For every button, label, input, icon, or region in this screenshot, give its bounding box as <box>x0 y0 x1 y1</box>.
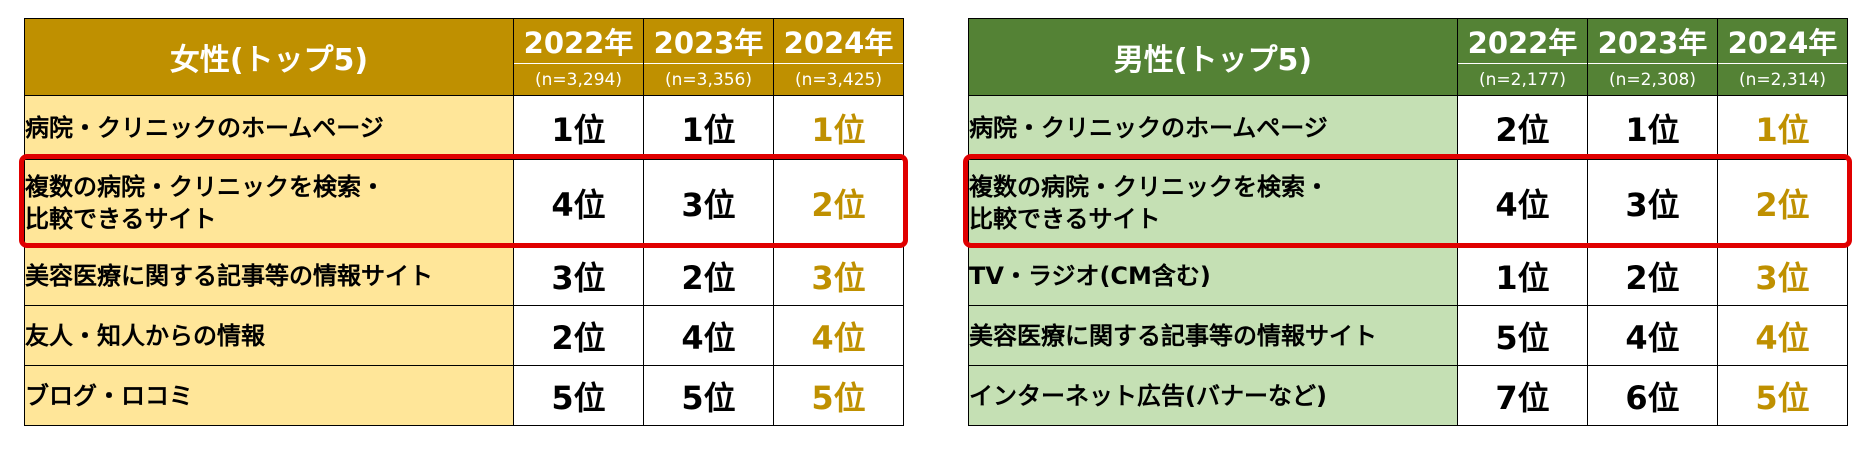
sample-size: (n=3,294) <box>535 69 622 90</box>
rank-cell: 3位 <box>773 245 904 306</box>
rank-cell: 2位 <box>643 245 774 306</box>
year-label: 2023年 <box>1588 19 1717 64</box>
year-label: 2024年 <box>1718 19 1847 64</box>
year-header: 2022年 (n=3,294) <box>513 18 644 96</box>
row-label: 病院・クリニックのホームページ <box>968 95 1458 160</box>
year-label: 2023年 <box>644 19 773 64</box>
table-title: 男性(トップ5) <box>968 18 1458 96</box>
table-row: 病院・クリニックのホームページ 2位 1位 1位 <box>968 95 1848 160</box>
header-row: 男性(トップ5) 2022年 (n=2,177) 2023年 (n=2,308) 2024… <box>968 18 1848 96</box>
table-title: 女性(トップ5) <box>24 18 514 96</box>
row-label: 複数の病院・クリニックを検索・ 比較できるサイト <box>968 159 1458 246</box>
ranking-table: 男性(トップ5) 2022年 (n=2,177) 2023年 (n=2,308) 2024… <box>968 18 1848 426</box>
rank-cell: 6位 <box>1587 365 1718 426</box>
rank-cell: 5位 <box>1457 305 1588 366</box>
rank-cell: 5位 <box>643 365 774 426</box>
rank-cell: 4位 <box>643 305 774 366</box>
rank-cell: 2位 <box>773 159 904 246</box>
rank-cell: 5位 <box>513 365 644 426</box>
table-row: インターネット広告(バナーなど) 7位 6位 5位 <box>968 365 1848 426</box>
rank-cell: 7位 <box>1457 365 1588 426</box>
female-top5-panel: 女性(トップ5) 2022年 (n=3,294) 2023年 (n=3,356) 2024… <box>19 18 908 426</box>
sample-size: (n=2,308) <box>1609 69 1696 90</box>
rank-cell: 3位 <box>513 245 644 306</box>
year-header: 2024年 (n=3,425) <box>773 18 904 96</box>
row-label: 美容医療に関する記事等の情報サイト <box>968 305 1458 366</box>
row-label: 友人・知人からの情報 <box>24 305 514 366</box>
rank-cell: 3位 <box>643 159 774 246</box>
rank-cell: 4位 <box>773 305 904 366</box>
row-label: ブログ・ロコミ <box>24 365 514 426</box>
row-label: 病院・クリニックのホームページ <box>24 95 514 160</box>
year-header-content: 2023年 (n=3,356) <box>644 19 773 95</box>
rank-cell: 2位 <box>1717 159 1848 246</box>
year-header: 2024年 (n=2,314) <box>1717 18 1848 96</box>
rank-cell: 2位 <box>1587 245 1718 306</box>
year-header-content: 2022年 (n=3,294) <box>514 19 643 95</box>
sample-size: (n=3,425) <box>795 69 882 90</box>
rank-cell: 4位 <box>1457 159 1588 246</box>
rank-cell: 5位 <box>1717 365 1848 426</box>
year-header-content: 2024年 (n=3,425) <box>774 19 903 95</box>
rank-cell: 1位 <box>513 95 644 160</box>
year-header-content: 2024年 (n=2,314) <box>1718 19 1847 95</box>
year-header-content: 2022年 (n=2,177) <box>1458 19 1587 95</box>
rank-cell: 1位 <box>773 95 904 160</box>
row-label: 複数の病院・クリニックを検索・ 比較できるサイト <box>24 159 514 246</box>
male-top5-panel: 男性(トップ5) 2022年 (n=2,177) 2023年 (n=2,308) 2024… <box>963 18 1852 426</box>
header-row: 女性(トップ5) 2022年 (n=3,294) 2023年 (n=3,356) 2024… <box>24 18 904 96</box>
ranking-table: 女性(トップ5) 2022年 (n=3,294) 2023年 (n=3,356) 2024… <box>24 18 904 426</box>
rank-cell: 5位 <box>773 365 904 426</box>
sample-size: (n=3,356) <box>665 69 752 90</box>
rank-cell: 4位 <box>1717 305 1848 366</box>
table-row: ブログ・ロコミ 5位 5位 5位 <box>24 365 904 426</box>
rank-cell: 2位 <box>513 305 644 366</box>
table-row: 病院・クリニックのホームページ 1位 1位 1位 <box>24 95 904 160</box>
sample-size: (n=2,314) <box>1739 69 1826 90</box>
table-row: 友人・知人からの情報 2位 4位 4位 <box>24 305 904 366</box>
table-row: 美容医療に関する記事等の情報サイト 5位 4位 4位 <box>968 305 1848 366</box>
rank-cell: 1位 <box>1717 95 1848 160</box>
table-row: TV・ラジオ(CM含む) 1位 2位 3位 <box>968 245 1848 306</box>
table-row: 複数の病院・クリニックを検索・ 比較できるサイト 4位 3位 2位 <box>24 159 904 246</box>
year-label: 2022年 <box>1458 19 1587 64</box>
sample-size: (n=2,177) <box>1479 69 1566 90</box>
rank-cell: 3位 <box>1587 159 1718 246</box>
rank-cell: 1位 <box>1457 245 1588 306</box>
rank-cell: 3位 <box>1717 245 1848 306</box>
rank-cell: 1位 <box>643 95 774 160</box>
rank-cell: 1位 <box>1587 95 1718 160</box>
rank-cell: 4位 <box>1587 305 1718 366</box>
year-header: 2022年 (n=2,177) <box>1457 18 1588 96</box>
rank-cell: 4位 <box>513 159 644 246</box>
row-label: 美容医療に関する記事等の情報サイト <box>24 245 514 306</box>
rank-cell: 2位 <box>1457 95 1588 160</box>
table-row: 美容医療に関する記事等の情報サイト 3位 2位 3位 <box>24 245 904 306</box>
row-label: インターネット広告(バナーなど) <box>968 365 1458 426</box>
year-header: 2023年 (n=2,308) <box>1587 18 1718 96</box>
year-header: 2023年 (n=3,356) <box>643 18 774 96</box>
row-label: TV・ラジオ(CM含む) <box>968 245 1458 306</box>
table-row: 複数の病院・クリニックを検索・ 比較できるサイト 4位 3位 2位 <box>968 159 1848 246</box>
year-header-content: 2023年 (n=2,308) <box>1588 19 1717 95</box>
year-label: 2022年 <box>514 19 643 64</box>
year-label: 2024年 <box>774 19 903 64</box>
